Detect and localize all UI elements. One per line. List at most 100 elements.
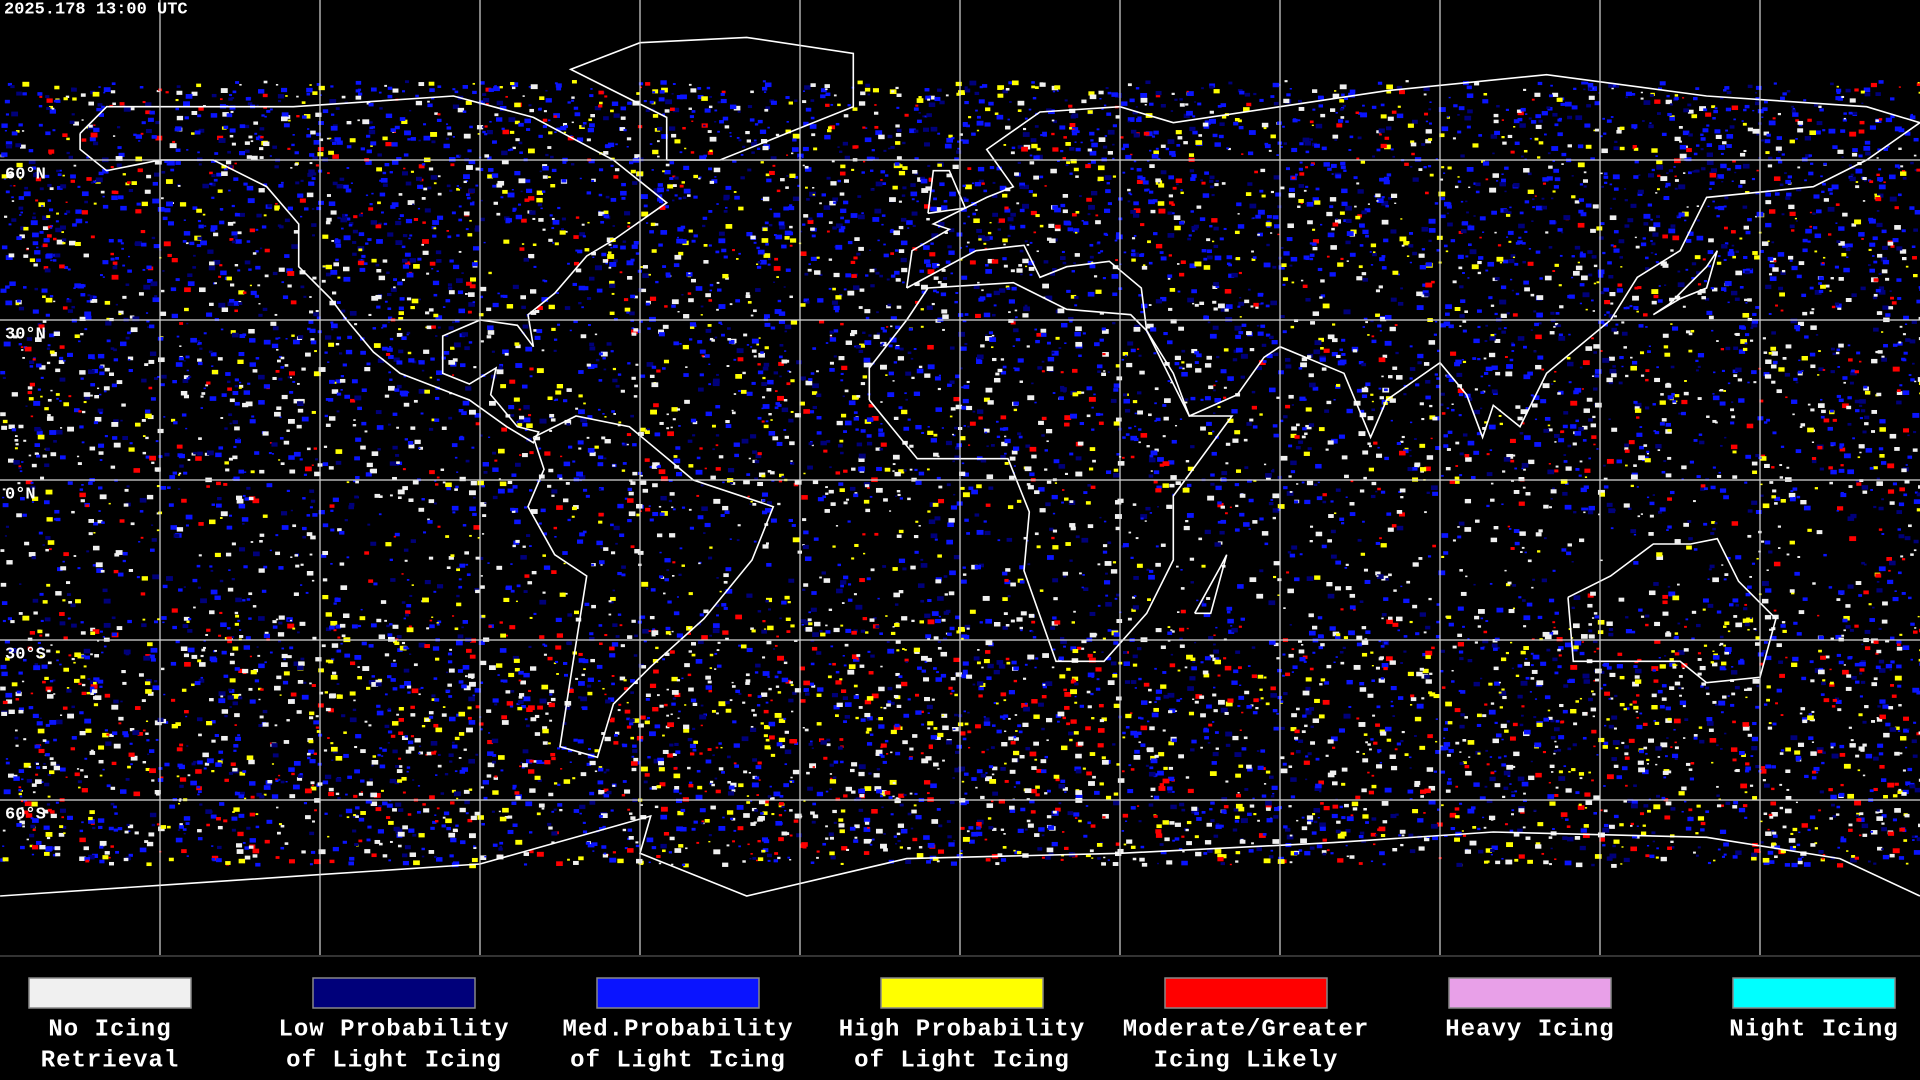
icing-pixel <box>1471 264 1479 270</box>
icing-pixel <box>1012 345 1015 347</box>
icing-pixel <box>19 177 22 180</box>
icing-pixel <box>837 179 841 183</box>
icing-pixel <box>237 359 244 365</box>
icing-pixel <box>1425 120 1429 123</box>
icing-pixel <box>1149 102 1154 106</box>
icing-pixel <box>1460 200 1464 203</box>
icing-pixel <box>468 490 476 496</box>
icing-pixel <box>277 359 281 363</box>
icing-pixel <box>678 197 682 200</box>
icing-pixel <box>1253 302 1259 307</box>
icing-pixel <box>664 109 670 113</box>
icing-pixel <box>133 133 137 137</box>
icing-pixel <box>725 185 732 190</box>
icing-pixel <box>586 297 592 300</box>
icing-pixel <box>1180 191 1184 195</box>
icing-pixel <box>942 277 948 280</box>
icing-pixel <box>1288 193 1293 196</box>
icing-pixel <box>1318 104 1324 108</box>
icing-pixel <box>1386 90 1392 94</box>
icing-pixel <box>672 184 677 187</box>
icing-pixel <box>1898 147 1902 150</box>
icing-pixel <box>1335 174 1342 179</box>
icing-pixel <box>335 342 340 346</box>
icing-pixel <box>355 89 361 93</box>
icing-pixel <box>584 248 590 252</box>
icing-pixel <box>297 335 304 339</box>
icing-pixel <box>1455 359 1462 365</box>
icing-pixel <box>733 358 737 361</box>
icing-pixel <box>703 243 708 247</box>
icing-pixel <box>1761 241 1769 246</box>
icing-pixel <box>1194 361 1199 364</box>
icing-pixel <box>1257 292 1264 297</box>
icing-pixel <box>1779 183 1784 187</box>
icing-pixel <box>1115 234 1123 240</box>
icing-pixel <box>391 202 399 208</box>
icing-pixel <box>378 91 382 94</box>
icing-pixel <box>421 197 426 200</box>
icing-pixel <box>1127 341 1134 346</box>
icing-pixel <box>1786 90 1791 93</box>
icing-pixel <box>574 112 581 117</box>
icing-pixel <box>1199 217 1206 222</box>
icing-pixel <box>1910 113 1914 116</box>
icing-pixel <box>391 142 398 147</box>
icing-pixel <box>600 220 605 224</box>
icing-pixel <box>367 238 372 242</box>
icing-pixel <box>1651 242 1656 246</box>
icing-pixel <box>382 183 388 187</box>
icing-pixel <box>610 164 614 167</box>
icing-pixel <box>722 273 729 279</box>
icing-pixel <box>1362 450 1369 455</box>
icing-pixel <box>736 136 740 139</box>
icing-pixel <box>650 222 656 227</box>
icing-pixel <box>660 202 665 205</box>
icing-pixel <box>1030 210 1037 216</box>
icing-pixel <box>1069 500 1074 503</box>
icing-pixel <box>773 234 777 236</box>
icing-pixel <box>1349 252 1356 257</box>
icing-pixel <box>417 257 422 261</box>
icing-pixel <box>352 241 357 244</box>
icing-pixel <box>228 97 233 101</box>
icing-pixel <box>1443 244 1448 248</box>
icing-pixel <box>1177 136 1183 140</box>
icing-pixel <box>1579 366 1583 369</box>
icing-pixel <box>1460 154 1465 158</box>
icing-pixel <box>1340 161 1346 166</box>
icing-pixel <box>65 95 70 99</box>
icing-pixel <box>1612 83 1620 88</box>
icing-pixel <box>1064 415 1072 421</box>
icing-pixel <box>474 227 481 232</box>
icing-pixel <box>422 250 429 255</box>
icing-pixel <box>691 110 696 113</box>
icing-pixel <box>1153 150 1159 155</box>
icing-pixel <box>32 216 37 220</box>
icing-pixel <box>1467 277 1470 279</box>
icing-pixel <box>1000 358 1005 361</box>
icing-pixel <box>1549 220 1556 225</box>
icing-pixel <box>1223 227 1227 231</box>
icing-pixel <box>508 117 516 123</box>
icing-pixel <box>711 339 715 342</box>
icing-pixel <box>1257 331 1264 336</box>
icing-pixel <box>272 271 278 276</box>
icing-pixel <box>1630 365 1637 371</box>
icing-pixel <box>387 307 392 311</box>
icing-pixel <box>62 133 68 138</box>
icing-pixel <box>480 340 484 343</box>
icing-pixel <box>371 126 376 129</box>
icing-pixel <box>895 495 898 498</box>
icing-pixel <box>587 364 595 369</box>
icing-pixel <box>1309 253 1315 257</box>
icing-pixel <box>1074 141 1077 143</box>
icing-pixel <box>1729 125 1735 129</box>
icing-pixel <box>472 82 476 85</box>
icing-pixel <box>811 391 818 395</box>
icing-pixel <box>1445 304 1452 309</box>
icing-pixel <box>485 87 492 92</box>
icing-pixel <box>1139 370 1145 375</box>
icing-pixel <box>206 312 213 317</box>
icing-pixel <box>1337 262 1344 267</box>
